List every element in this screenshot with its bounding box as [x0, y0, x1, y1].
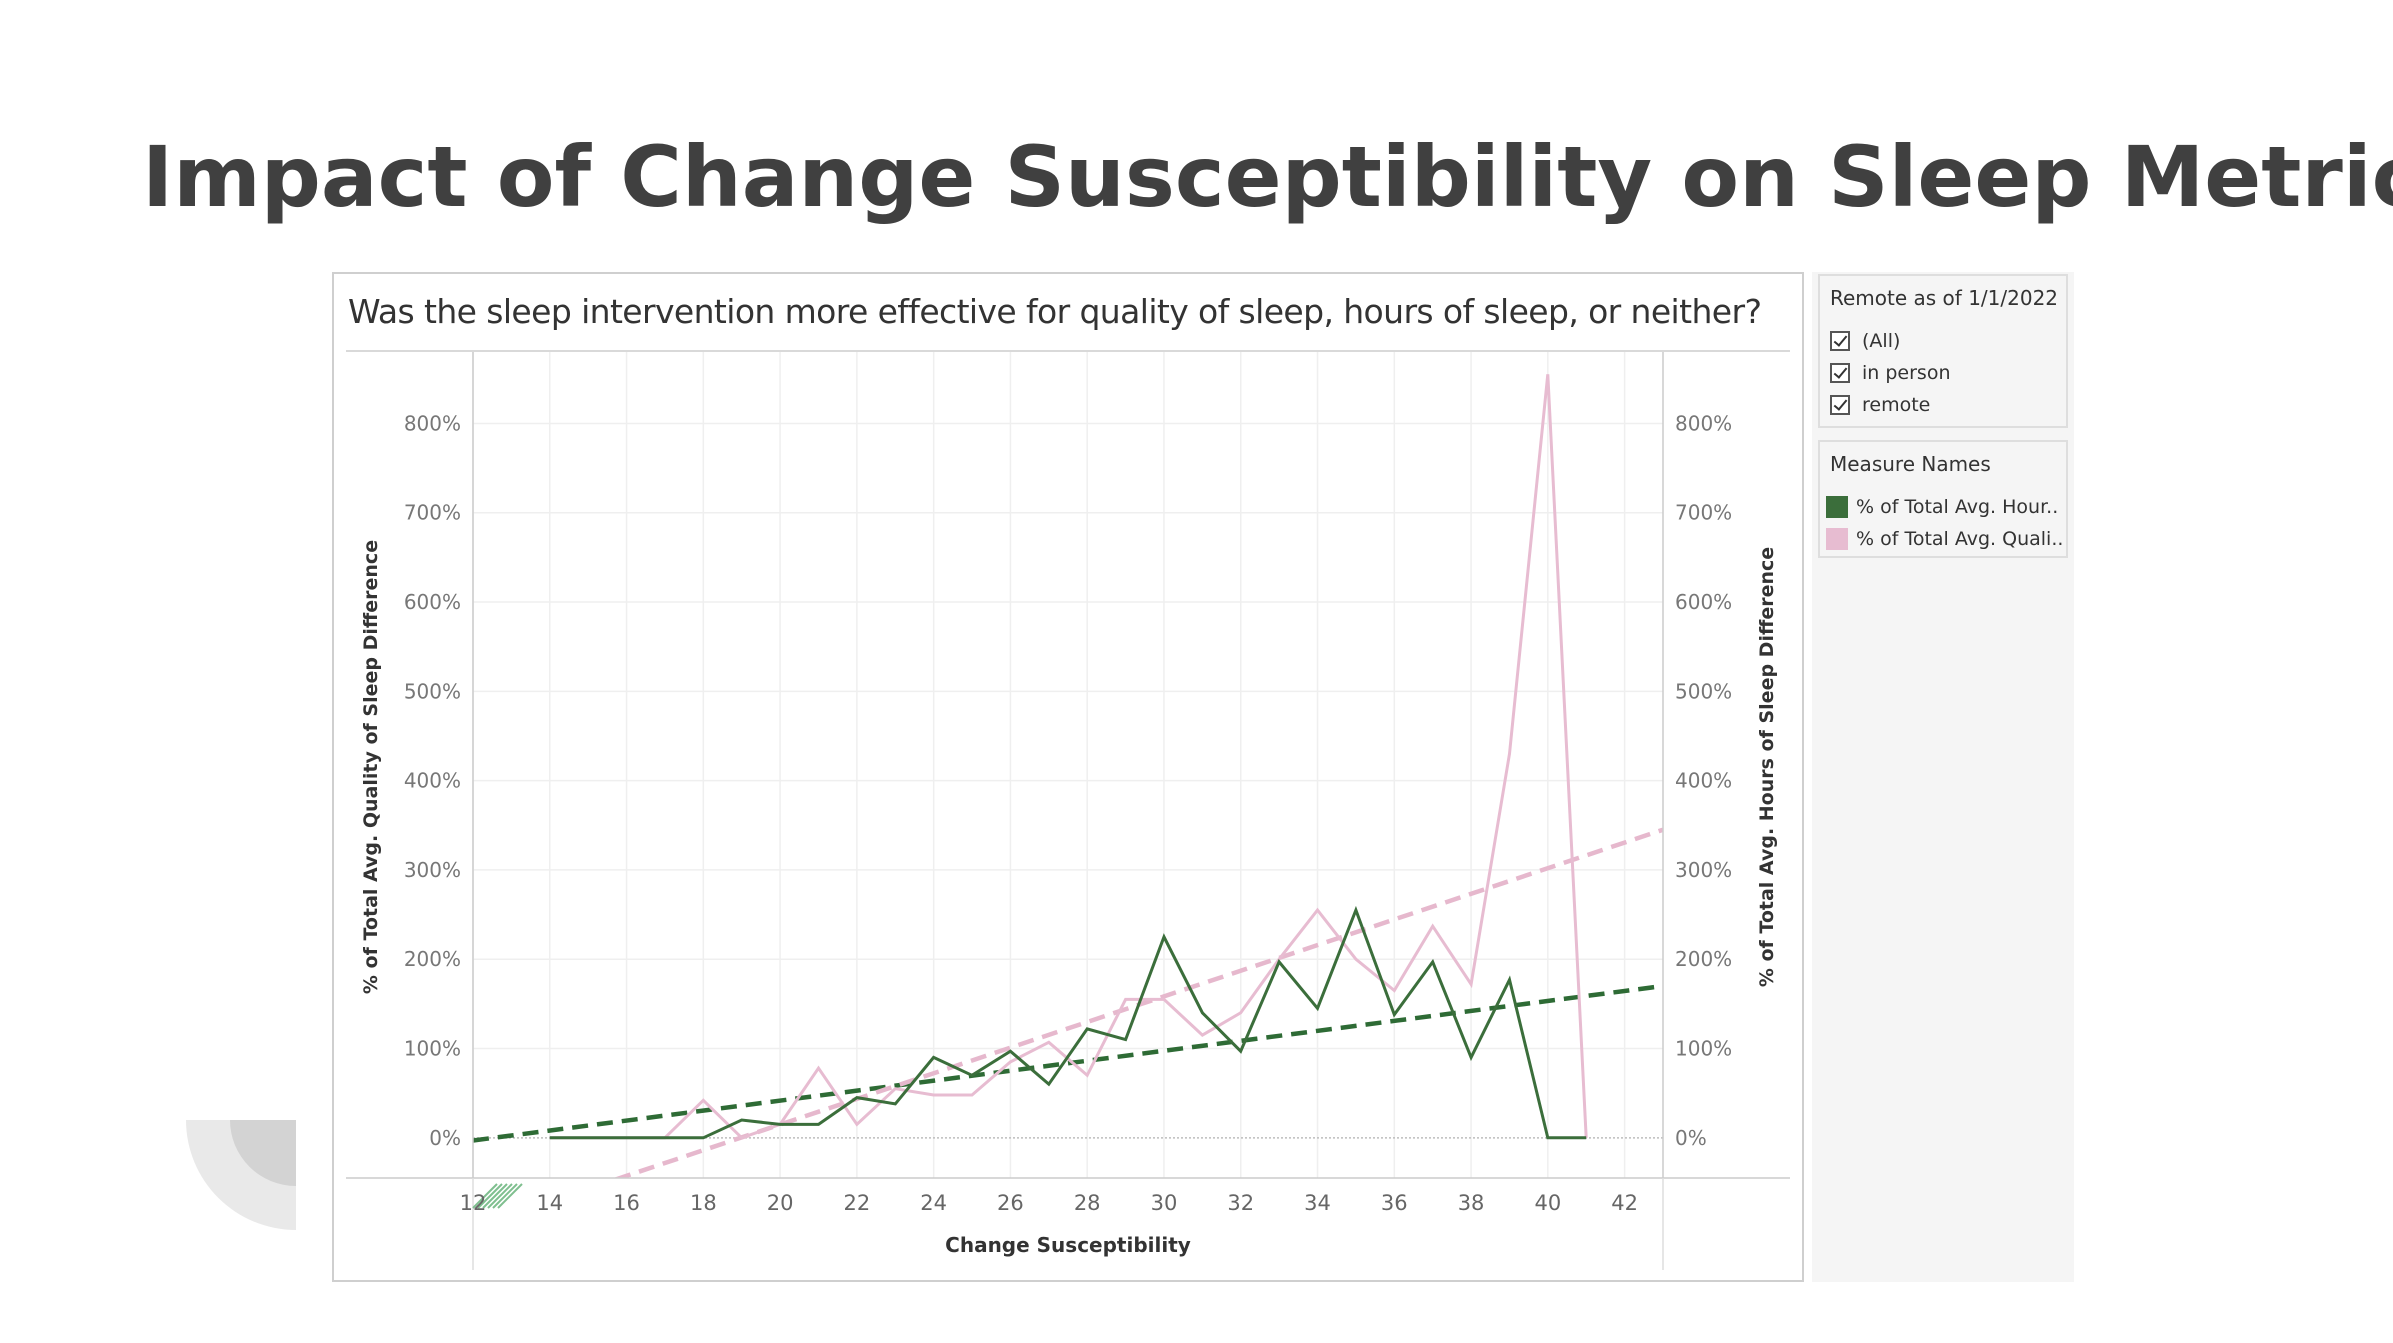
y-tick-label-right: 400% [1675, 769, 1732, 793]
x-tick-label: 14 [536, 1191, 563, 1215]
x-axis-title: Change Susceptibility [945, 1233, 1191, 1257]
y-tick-label-left: 500% [404, 679, 461, 703]
filter-option-label: (All) [1862, 330, 1901, 352]
y-tick-label-left: 800% [404, 411, 461, 435]
filter-card: Remote as of 1/1/2022 (All) in person re… [1818, 274, 2068, 428]
range-marker-stroke [472, 1183, 498, 1209]
legend-label-quality: % of Total Avg. Quali.. [1856, 528, 2064, 550]
trendline-hours [473, 983, 1663, 1143]
chart-subtitle: Was the sleep intervention more effectiv… [348, 292, 1762, 331]
y-tick-label-right: 0% [1675, 1126, 1707, 1150]
y-tick-label-right: 600% [1675, 590, 1732, 614]
legend-card: Measure Names % of Total Avg. Hour.. % o… [1818, 440, 2068, 558]
x-tick-label: 18 [690, 1191, 717, 1215]
x-tick-label: 38 [1458, 1191, 1485, 1215]
x-tick-label: 40 [1534, 1191, 1561, 1215]
y-tick-label-right: 300% [1675, 858, 1732, 882]
y-tick-label-left: 200% [404, 947, 461, 971]
legend-item-quality[interactable]: % of Total Avg. Quali.. [1826, 526, 2063, 552]
y-tick-label-right: 700% [1675, 501, 1732, 525]
x-tick-label: 42 [1611, 1191, 1638, 1215]
range-marker-stroke [482, 1183, 508, 1209]
slide-title: Impact of Change Susceptibility on Sleep… [142, 128, 2393, 226]
filter-option-all[interactable]: (All) [1830, 328, 1900, 354]
x-tick-label: 28 [1074, 1191, 1101, 1215]
y-tick-label-left: 400% [404, 769, 461, 793]
y-tick-label-right: 500% [1675, 679, 1732, 703]
x-tick-label: 20 [767, 1191, 794, 1215]
y-tick-label-left: 100% [404, 1037, 461, 1061]
legend-label-hours: % of Total Avg. Hour.. [1856, 496, 2059, 518]
range-marker-stroke [497, 1183, 523, 1209]
filter-title: Remote as of 1/1/2022 [1830, 286, 2059, 310]
y-tick-label-right: 100% [1675, 1037, 1732, 1061]
legend-item-hours[interactable]: % of Total Avg. Hour.. [1826, 494, 2058, 520]
x-tick-label: 12 [460, 1191, 487, 1215]
range-marker-stroke [492, 1183, 518, 1209]
x-tick-label: 30 [1151, 1191, 1178, 1215]
y-axis-title-right: % of Total Avg. Hours of Sleep Differenc… [1756, 547, 1778, 987]
series-line-hours [549, 905, 1587, 1140]
y-tick-label-left: 600% [404, 590, 461, 614]
range-marker-stroke [487, 1183, 513, 1209]
checkbox-checked-icon[interactable] [1830, 363, 1850, 383]
range-marker-stroke [477, 1183, 503, 1209]
legend-swatch-hours [1826, 496, 1848, 518]
filter-option-label: in person [1862, 362, 1951, 384]
title-divider [346, 350, 1790, 352]
viz-frame [332, 272, 1804, 1282]
x-tick-label: 16 [613, 1191, 640, 1215]
legend-title: Measure Names [1830, 452, 1991, 476]
y-axis-title-left: % of Total Avg. Quality of Sleep Differe… [360, 540, 382, 994]
x-tick-label: 34 [1304, 1191, 1331, 1215]
x-tick-label: 24 [920, 1191, 947, 1215]
filter-option-label: remote [1862, 394, 1931, 416]
x-tick-label: 32 [1227, 1191, 1254, 1215]
trendline-quality [612, 827, 1663, 1178]
range-marker [472, 1183, 523, 1209]
y-tick-label-left: 700% [404, 501, 461, 525]
checkbox-checked-icon[interactable] [1830, 331, 1850, 351]
y-tick-label-right: 200% [1675, 947, 1732, 971]
decorative-arc-shape [186, 1120, 296, 1230]
x-tick-label: 22 [844, 1191, 871, 1215]
checkbox-checked-icon[interactable] [1830, 395, 1850, 415]
y-tick-label-left: 0% [429, 1126, 461, 1150]
x-tick-label: 36 [1381, 1191, 1408, 1215]
y-tick-label-left: 300% [404, 858, 461, 882]
x-tick-label: 26 [997, 1191, 1024, 1215]
filter-option-in-person[interactable]: in person [1830, 360, 1951, 386]
series-line-quality [549, 374, 1588, 1140]
legend-swatch-quality [1826, 528, 1848, 550]
axis-layer: 0% 0% 100% 100% 200% 200% 300% 300% 400% 400% 500%… [346, 352, 1790, 1270]
y-tick-label-right: 800% [1675, 411, 1732, 435]
filter-option-remote[interactable]: remote [1830, 392, 1930, 418]
series-layer [473, 374, 1663, 1178]
